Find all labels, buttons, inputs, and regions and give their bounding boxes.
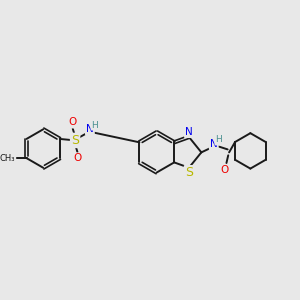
Text: O: O (73, 153, 82, 164)
Text: N: N (210, 139, 218, 149)
Text: H: H (215, 136, 222, 145)
Text: N: N (185, 127, 193, 137)
Text: S: S (185, 166, 193, 179)
Text: O: O (69, 117, 77, 128)
Text: S: S (71, 134, 79, 147)
Text: H: H (92, 121, 98, 130)
Text: N: N (86, 124, 94, 134)
Text: O: O (220, 165, 229, 175)
Text: CH₃: CH₃ (0, 154, 15, 163)
